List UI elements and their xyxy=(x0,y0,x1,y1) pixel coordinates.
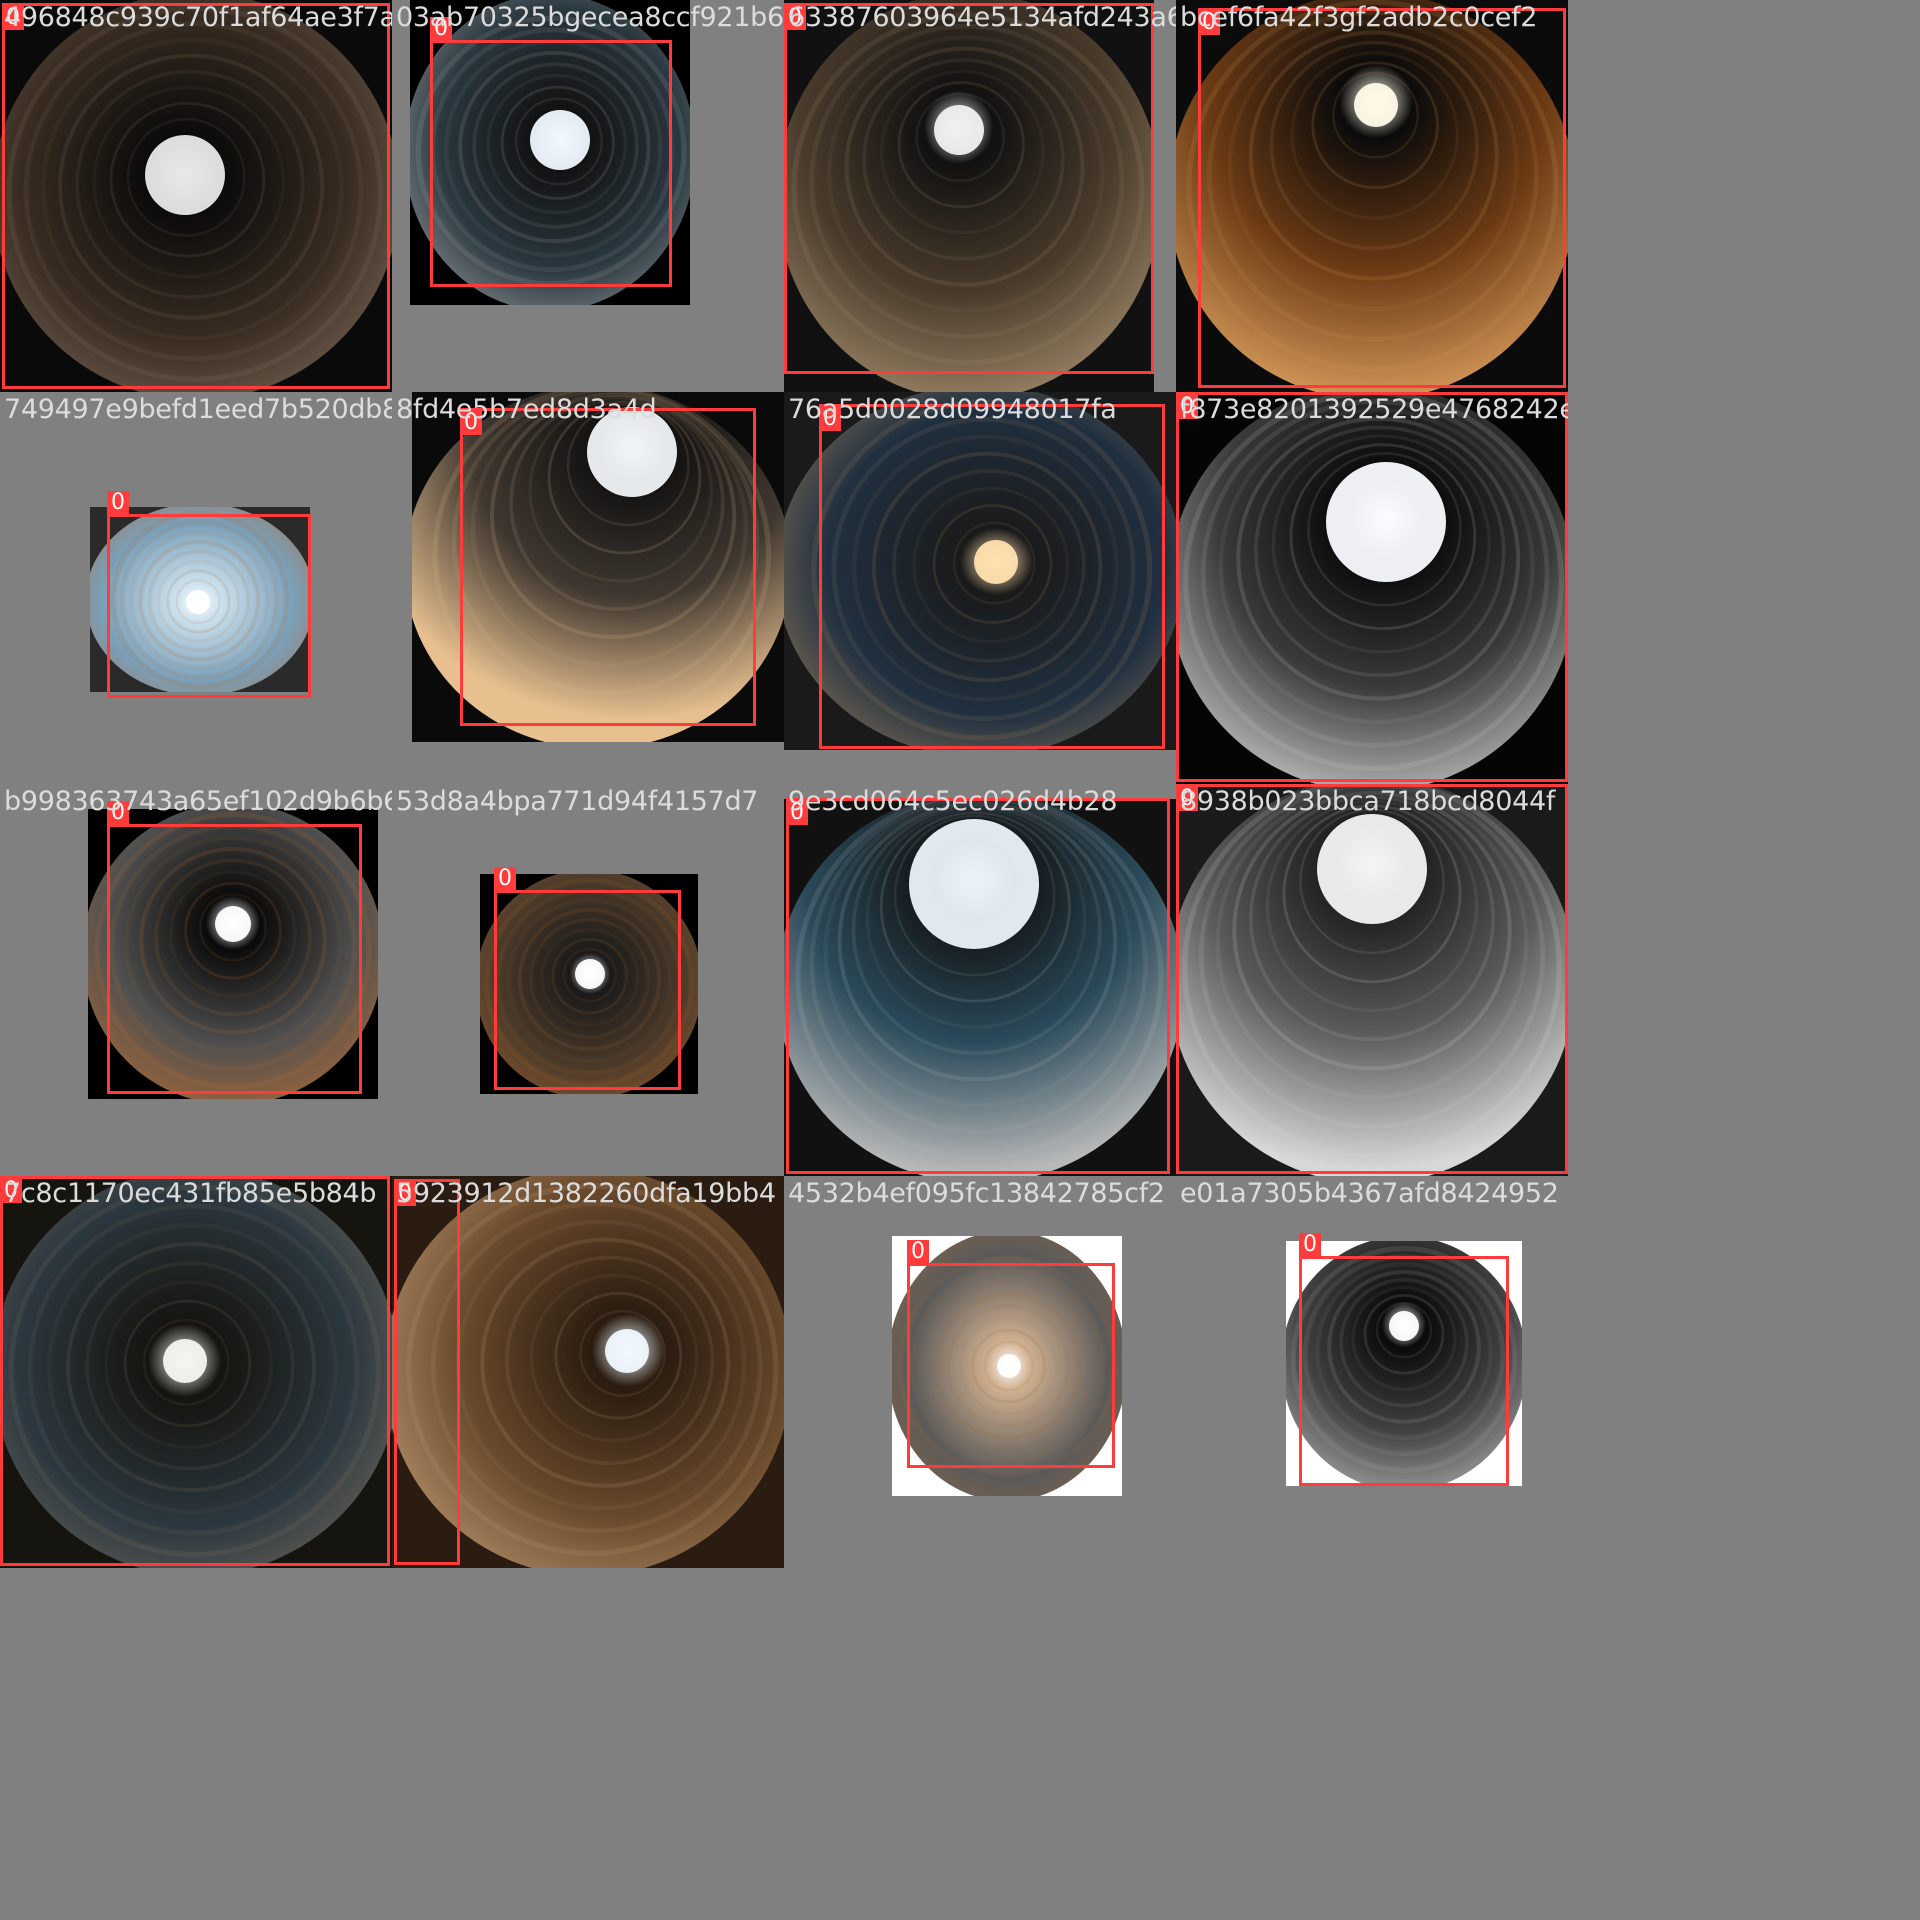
bounding-box: 0 xyxy=(1299,1233,1509,1486)
image-tile[interactable]: 63387603964e5134afd243a6 0 xyxy=(784,0,1176,392)
image-filename: 749497e9befd1eed7b520db88 xyxy=(4,394,392,425)
image-tile[interactable]: 496848c939c70f1af64ae3f7a3 0 xyxy=(0,0,392,392)
image-tile[interactable]: 8fd4e5b7ed8d3a4d 0 xyxy=(392,392,784,784)
bounding-box: 0 xyxy=(786,798,1170,1174)
image-tile[interactable]: 749497e9befd1eed7b520db88 0 xyxy=(0,392,392,784)
bounding-box: 0 xyxy=(107,801,362,1094)
class-label: 0 xyxy=(784,6,806,30)
image-tile[interactable]: 76a5d0028d09948017fa 0 xyxy=(784,392,1176,784)
mosaic-grid: 496848c939c70f1af64ae3f7a3 0 03ab70325bge… xyxy=(0,0,1568,1568)
image-filename: 53d8a4bpa771d94f4157d7 xyxy=(396,786,759,817)
class-label: 0 xyxy=(107,801,129,825)
image-tile[interactable]: 8938b023bbca718bcd8044f 0 xyxy=(1176,784,1568,1176)
class-label: 0 xyxy=(2,6,24,30)
bounding-box: 0 xyxy=(430,17,672,287)
pipe-photo xyxy=(784,799,1176,1176)
class-label: 0 xyxy=(430,17,452,41)
pipe-photo xyxy=(0,1176,392,1568)
class-label: 0 xyxy=(394,1182,416,1206)
image-filename: 4532b4ef095fc13842785cf2 xyxy=(788,1178,1165,1209)
image-tile[interactable]: 4532b4ef095fc13842785cf2 0 xyxy=(784,1176,1176,1568)
image-tile[interactable]: 5923912d1382260dfa19bb4 0 xyxy=(392,1176,784,1568)
pipe-photo xyxy=(1176,0,1568,392)
class-label: 0 xyxy=(819,407,841,431)
image-tile[interactable]: 9e3cd064c5ec026d4b28 0 xyxy=(784,784,1176,1176)
class-label: 0 xyxy=(107,491,129,515)
class-label: 0 xyxy=(1176,395,1198,419)
bounding-box: 0 xyxy=(784,3,1154,374)
bounding-box: 0 xyxy=(460,408,756,726)
pipe-photo xyxy=(88,809,378,1099)
bounding-box: 0 xyxy=(394,1179,460,1565)
class-label: 0 xyxy=(907,1240,929,1264)
pipe-photo xyxy=(90,507,310,692)
bounding-box: 0 xyxy=(1176,784,1568,1174)
image-tile[interactable]: b998363743a65ef102d9b6b6 0 xyxy=(0,784,392,1176)
class-label: 0 xyxy=(460,411,482,435)
class-label: 0 xyxy=(1198,11,1220,35)
class-label: 0 xyxy=(0,1179,22,1203)
bounding-box: 0 xyxy=(907,1240,1115,1468)
class-label: 0 xyxy=(494,867,516,891)
pipe-photo xyxy=(1176,784,1568,1176)
bounding-box: 0 xyxy=(819,404,1165,749)
image-tile[interactable]: 7c8c1170ec431fb85e5b84b 0 xyxy=(0,1176,392,1568)
image-filename: e01a7305b4367afd8424952 xyxy=(1180,1178,1559,1209)
image-tile[interactable]: f873e8201392529e4768242e 0 xyxy=(1176,392,1568,784)
image-tile[interactable]: 53d8a4bpa771d94f4157d7 0 xyxy=(392,784,784,1176)
pipe-photo xyxy=(892,1236,1122,1496)
pipe-photo xyxy=(1286,1241,1522,1486)
image-tile[interactable]: bcef6fa42f3gf2adb2c0cef2 0 xyxy=(1176,0,1568,392)
pipe-photo xyxy=(784,0,1154,392)
pipe-photo xyxy=(0,0,392,392)
bounding-box: 0 xyxy=(0,1176,390,1566)
bounding-box: 0 xyxy=(107,491,311,698)
pipe-photo xyxy=(784,392,1176,750)
pipe-photo xyxy=(1176,392,1568,784)
class-label: 0 xyxy=(786,801,808,825)
bounding-box: 0 xyxy=(494,867,681,1090)
bounding-box: 0 xyxy=(1176,392,1568,782)
class-label: 0 xyxy=(1299,1233,1321,1257)
pipe-photo xyxy=(412,392,784,742)
pipe-photo xyxy=(480,874,698,1094)
bounding-box: 0 xyxy=(1198,8,1566,388)
image-tile[interactable]: e01a7305b4367afd8424952 0 xyxy=(1176,1176,1568,1568)
class-label: 0 xyxy=(1176,787,1198,811)
pipe-photo xyxy=(410,0,690,305)
image-tile[interactable]: 03ab70325bgecea8ccf921b67 0 xyxy=(392,0,784,392)
bounding-box: 0 xyxy=(2,3,390,389)
